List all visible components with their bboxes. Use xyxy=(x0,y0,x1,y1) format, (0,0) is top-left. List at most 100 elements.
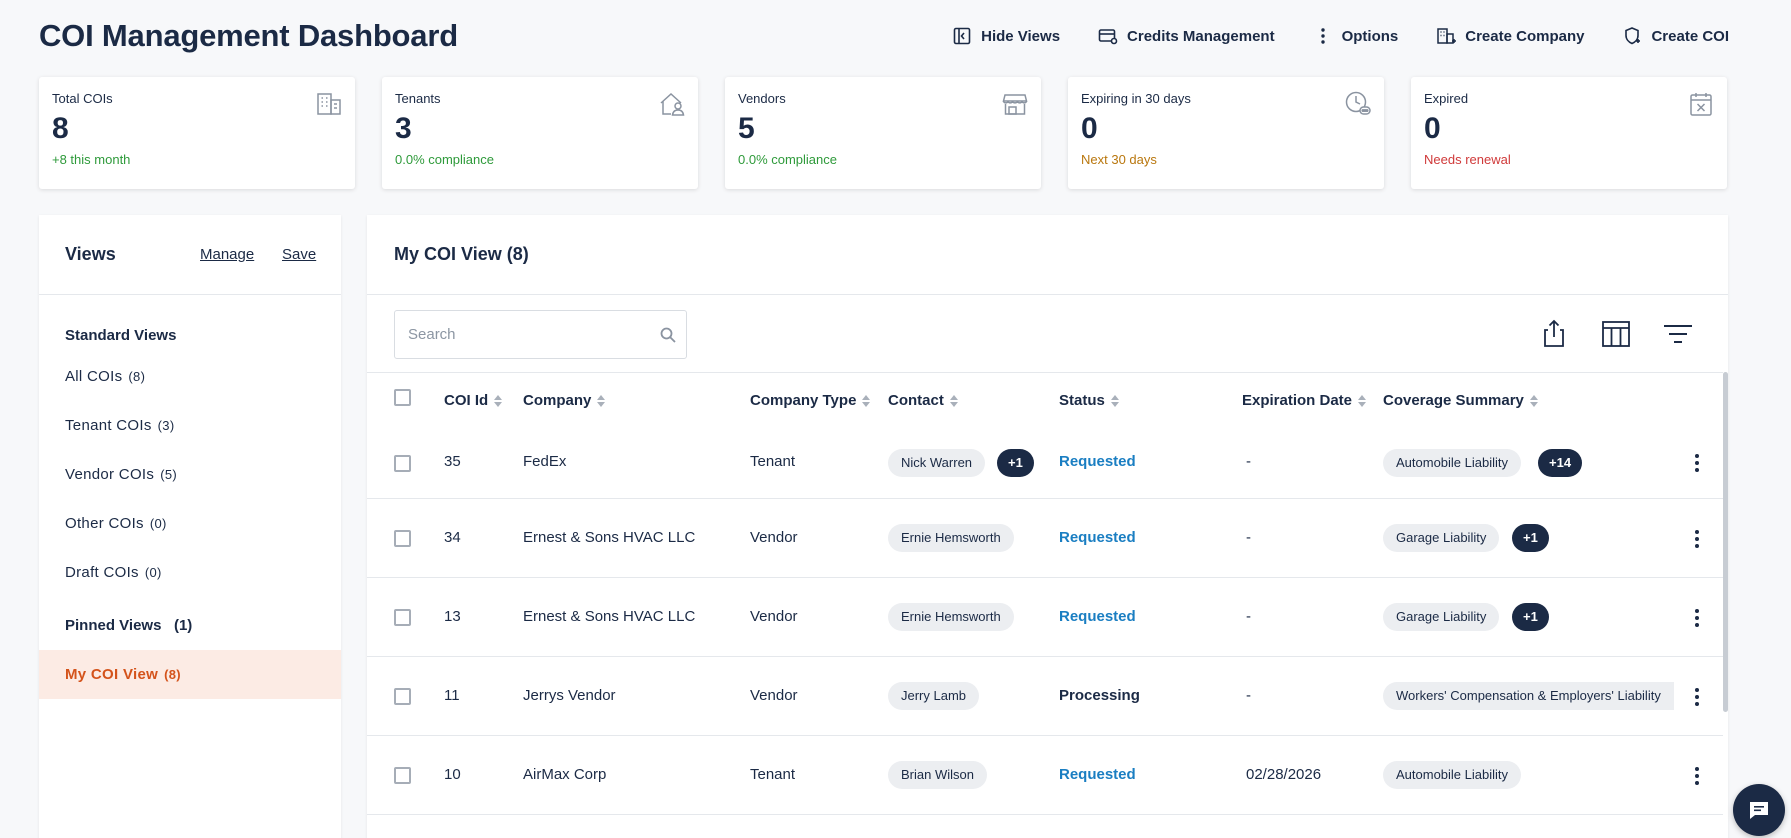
view-label: All COIs xyxy=(65,368,123,385)
home-user-icon xyxy=(660,92,685,116)
row-menu-icon[interactable] xyxy=(1691,766,1703,786)
coi-view-panel: My COI View (8) Search COI Id Company Co… xyxy=(367,215,1728,838)
coverage-chip[interactable]: Garage Liability xyxy=(1383,603,1500,631)
coverage-chip[interactable]: Workers' Compensation & Employers' Liabi… xyxy=(1383,682,1674,710)
search-placeholder: Search xyxy=(408,326,456,343)
contact-chip[interactable]: Ernie Hemsworth xyxy=(888,524,1014,552)
view-item-other-cois[interactable]: Other COIs (0) xyxy=(39,499,341,548)
save-view-link[interactable]: Save xyxy=(282,246,317,263)
view-label: Vendor COIs xyxy=(65,466,155,483)
column-header-contact[interactable]: Contact xyxy=(888,392,958,409)
credits-management-button[interactable]: Credits Management xyxy=(1098,26,1275,46)
building-add-icon xyxy=(1437,28,1457,44)
column-header-expiration-date[interactable]: Expiration Date xyxy=(1242,392,1367,409)
table-row[interactable]: 13 Ernest & Sons HVAC LLC Vendor Ernie H… xyxy=(367,578,1723,657)
view-item-vendor-cois[interactable]: Vendor COIs (5) xyxy=(39,450,341,499)
contact-more-badge[interactable]: +1 xyxy=(997,449,1034,477)
stat-subtext: Next 30 days xyxy=(1081,152,1157,167)
manage-views-link[interactable]: Manage xyxy=(200,246,255,263)
company-cell[interactable]: FedEx xyxy=(523,453,567,470)
row-checkbox[interactable] xyxy=(394,530,411,547)
stat-label: Tenants xyxy=(395,91,441,106)
coverage-more-badge[interactable]: +14 xyxy=(1538,449,1583,477)
contact-chip[interactable]: Nick Warren xyxy=(888,449,986,477)
view-item-draft-cois[interactable]: Draft COIs (0) xyxy=(39,548,341,597)
views-title: Views xyxy=(65,244,116,264)
column-header-company-type[interactable]: Company Type xyxy=(750,392,871,409)
stat-subtext: +8 this month xyxy=(52,152,131,167)
coi-id-cell: 35 xyxy=(444,453,461,470)
column-label: Coverage Summary xyxy=(1383,392,1524,409)
column-label: Status xyxy=(1059,392,1105,409)
create-company-button[interactable]: Create Company xyxy=(1436,26,1584,46)
stat-value: 0 xyxy=(1081,112,1098,145)
column-header-coverage-summary[interactable]: Coverage Summary xyxy=(1383,392,1538,409)
sort-icon xyxy=(1110,394,1119,408)
shield-add-icon xyxy=(1625,27,1641,45)
row-checkbox[interactable] xyxy=(394,609,411,626)
export-icon[interactable] xyxy=(1537,317,1571,351)
options-label: Options xyxy=(1341,27,1399,45)
row-menu-icon[interactable] xyxy=(1691,529,1703,549)
stat-card-tenants: Tenants 3 0.0% compliance xyxy=(382,77,698,189)
expiration-cell: - xyxy=(1246,529,1251,546)
coi-view-title: My COI View (8) xyxy=(394,244,529,264)
hide-views-button[interactable]: Hide Views xyxy=(952,26,1060,46)
coi-view-header: My COI View (8) xyxy=(367,215,1728,295)
coverage-chip[interactable]: Automobile Liability xyxy=(1383,449,1522,477)
column-header-company[interactable]: Company xyxy=(523,392,606,409)
row-checkbox[interactable] xyxy=(394,767,411,784)
coverage-more-badge[interactable]: +1 xyxy=(1512,603,1549,631)
company-cell[interactable]: Jerrys Vendor xyxy=(523,687,616,704)
row-checkbox[interactable] xyxy=(394,688,411,705)
stat-label: Total COIs xyxy=(52,91,113,106)
contact-chip[interactable]: Ernie Hemsworth xyxy=(888,603,1014,631)
pinned-views-count: (1) xyxy=(173,617,193,634)
contact-chip[interactable]: Brian Wilson xyxy=(888,761,987,789)
pinned-views-label: Pinned Views xyxy=(65,617,162,634)
column-header-status[interactable]: Status xyxy=(1059,392,1119,409)
table-row[interactable]: 10 AirMax Corp Tenant Brian Wilson Reque… xyxy=(367,736,1723,815)
row-menu-icon[interactable] xyxy=(1691,687,1703,707)
view-count: (5) xyxy=(160,467,177,482)
stat-label: Expiring in 30 days xyxy=(1081,91,1191,106)
columns-icon[interactable] xyxy=(1599,317,1633,351)
view-item-tenant-cois[interactable]: Tenant COIs (3) xyxy=(39,401,341,450)
stat-label: Expired xyxy=(1424,91,1469,106)
status-badge: Requested xyxy=(1059,608,1136,625)
row-menu-icon[interactable] xyxy=(1691,453,1703,473)
column-header-coi-id[interactable]: COI Id xyxy=(444,392,503,409)
company-cell[interactable]: AirMax Corp xyxy=(523,766,607,783)
coverage-more-badge[interactable]: +1 xyxy=(1512,524,1549,552)
sort-icon xyxy=(1529,394,1538,408)
status-badge: Processing xyxy=(1059,687,1140,704)
page-title: COI Management Dashboard xyxy=(39,18,458,53)
view-item-all-cois[interactable]: All COIs (8) xyxy=(39,352,341,401)
chat-button[interactable] xyxy=(1733,784,1785,836)
company-cell[interactable]: Ernest & Sons HVAC LLC xyxy=(523,529,696,546)
stat-subtext: Needs renewal xyxy=(1424,152,1511,167)
company-cell[interactable]: Ernest & Sons HVAC LLC xyxy=(523,608,696,625)
contact-chip[interactable]: Jerry Lamb xyxy=(888,682,980,710)
coi-id-cell: 10 xyxy=(444,766,461,783)
select-all-checkbox[interactable] xyxy=(394,389,411,406)
coverage-chip[interactable]: Automobile Liability xyxy=(1383,761,1522,789)
table-row[interactable]: 11 Jerrys Vendor Vendor Jerry Lamb Proce… xyxy=(367,657,1723,736)
expiration-cell: - xyxy=(1246,453,1251,470)
view-item-my-coi-view[interactable]: My COI View (8) xyxy=(39,650,341,699)
table-row[interactable]: 34 Ernest & Sons HVAC LLC Vendor Ernie H… xyxy=(367,499,1723,578)
filter-icon[interactable] xyxy=(1661,317,1695,351)
table-scrollbar[interactable] xyxy=(1723,372,1728,712)
table-row[interactable]: 35 FedEx Tenant Nick Warren +1 Requested… xyxy=(367,428,1723,499)
options-button[interactable]: Options xyxy=(1313,26,1399,46)
view-label: Other COIs xyxy=(65,515,144,532)
create-coi-button[interactable]: Create COI xyxy=(1622,26,1729,46)
storefront-icon xyxy=(1002,94,1028,115)
standard-views-title: Standard Views xyxy=(65,327,177,344)
stat-subtext: 0.0% compliance xyxy=(738,152,837,167)
row-menu-icon[interactable] xyxy=(1691,608,1703,628)
view-label: Tenant COIs xyxy=(65,417,152,434)
search-input[interactable]: Search xyxy=(394,310,687,359)
coverage-chip[interactable]: Garage Liability xyxy=(1383,524,1500,552)
row-checkbox[interactable] xyxy=(394,455,411,472)
